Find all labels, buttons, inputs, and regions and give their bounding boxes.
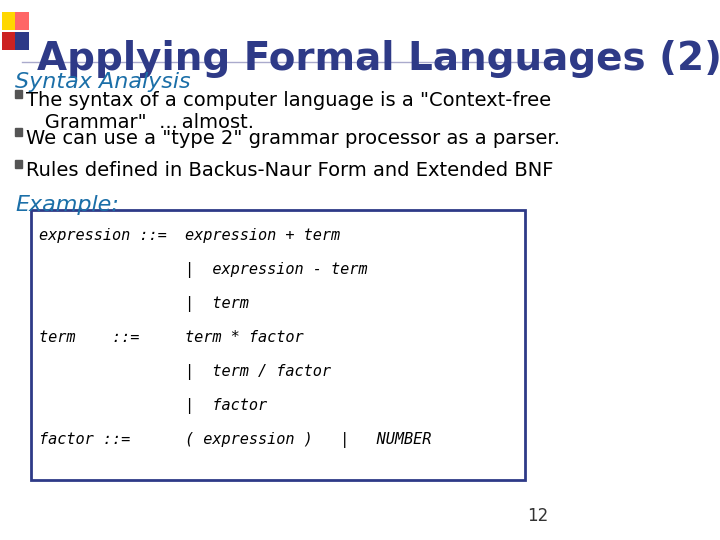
- Text: factor ::=      ( expression )   |   NUMBER: factor ::= ( expression ) | NUMBER: [39, 432, 431, 448]
- Text: Applying Formal Languages (2): Applying Formal Languages (2): [37, 40, 720, 78]
- FancyBboxPatch shape: [15, 32, 30, 50]
- FancyBboxPatch shape: [31, 210, 525, 480]
- Text: Syntax Analysis: Syntax Analysis: [15, 72, 191, 92]
- FancyBboxPatch shape: [15, 12, 30, 30]
- Text: 12: 12: [527, 507, 548, 525]
- Text: Example:: Example:: [15, 195, 120, 215]
- Text: Rules defined in Backus-Naur Form and Extended BNF: Rules defined in Backus-Naur Form and Ex…: [26, 161, 554, 180]
- Text: term    ::=     term * factor: term ::= term * factor: [39, 330, 303, 345]
- FancyBboxPatch shape: [1, 12, 15, 30]
- Text: |  factor: | factor: [39, 398, 266, 414]
- Text: |  term: | term: [39, 296, 248, 312]
- Text: |  term / factor: | term / factor: [39, 364, 330, 380]
- FancyBboxPatch shape: [1, 32, 15, 50]
- Text: We can use a "type 2" grammar processor as a parser.: We can use a "type 2" grammar processor …: [26, 129, 560, 148]
- Text: The syntax of a computer language is a "Context-free
   Grammar"  ... almost.: The syntax of a computer language is a "…: [26, 91, 552, 132]
- FancyBboxPatch shape: [15, 128, 22, 136]
- FancyBboxPatch shape: [15, 90, 22, 98]
- Text: expression ::=  expression + term: expression ::= expression + term: [39, 228, 340, 243]
- Text: |  expression - term: | expression - term: [39, 262, 367, 278]
- FancyBboxPatch shape: [15, 160, 22, 168]
